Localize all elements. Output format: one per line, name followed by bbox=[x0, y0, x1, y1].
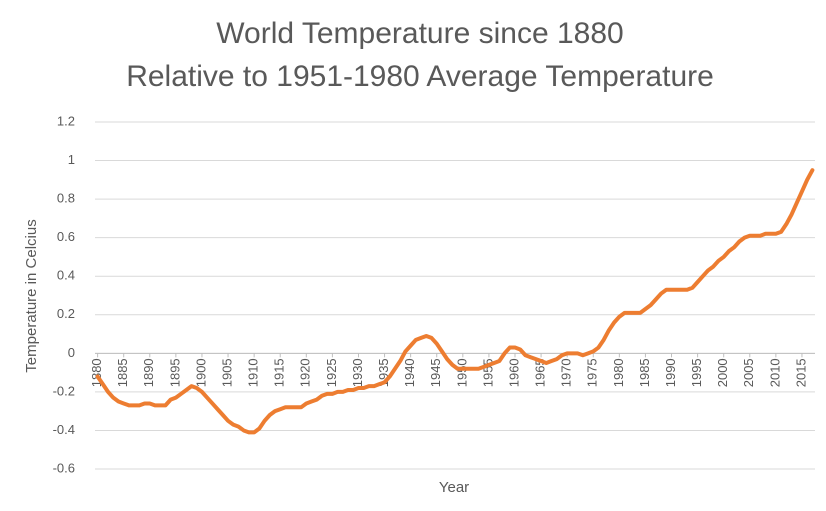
x-tick-label: 1920 bbox=[298, 358, 313, 387]
y-tick-label: 1.2 bbox=[57, 113, 75, 128]
y-tick-label: -0.4 bbox=[53, 422, 75, 437]
x-tick-label: 1895 bbox=[167, 358, 182, 387]
x-tick-label: 1910 bbox=[246, 358, 261, 387]
chart-subtitle: Relative to 1951-1980 Average Temperatur… bbox=[126, 60, 714, 93]
x-tick-label: 1950 bbox=[454, 358, 469, 387]
x-tick-label: 1890 bbox=[141, 358, 156, 387]
y-tick-label: 0.6 bbox=[57, 229, 75, 244]
data-line bbox=[95, 168, 815, 435]
x-tick-label: 1990 bbox=[663, 358, 678, 387]
x-tick-label: 1975 bbox=[585, 358, 600, 387]
y-tick-label: -0.6 bbox=[53, 460, 75, 475]
x-tick-label: 2015 bbox=[793, 358, 808, 387]
x-tick-label: 2010 bbox=[767, 358, 782, 387]
x-tick-label: 1995 bbox=[689, 358, 704, 387]
x-tick-label: 1930 bbox=[350, 358, 365, 387]
x-tick-label: 2000 bbox=[715, 358, 730, 387]
x-tick-label: 1960 bbox=[506, 358, 521, 387]
y-tick-label: 0 bbox=[68, 345, 75, 360]
y-tick-label: -0.2 bbox=[53, 383, 75, 398]
x-tick-label: 1945 bbox=[428, 358, 443, 387]
y-tick-label: 0.8 bbox=[57, 191, 75, 206]
y-tick-label: 0.4 bbox=[57, 268, 75, 283]
x-tick-label: 2005 bbox=[741, 358, 756, 387]
y-tick-label: 1 bbox=[68, 152, 75, 167]
x-tick-label: 1940 bbox=[402, 358, 417, 387]
x-tick-label: 1905 bbox=[219, 358, 234, 387]
x-axis-title: Year bbox=[439, 479, 469, 496]
y-axis-title: Temperature in Celcius bbox=[23, 219, 40, 372]
chart-title: World Temperature since 1880 bbox=[216, 17, 623, 50]
x-tick-label: 1900 bbox=[193, 358, 208, 387]
x-tick-label: 1985 bbox=[637, 358, 652, 387]
y-tick-label: 0.2 bbox=[57, 306, 75, 321]
x-tick-label: 1915 bbox=[272, 358, 287, 387]
x-tick-label: 1925 bbox=[324, 358, 339, 387]
x-tick-label: 1885 bbox=[115, 358, 130, 387]
x-tick-label: 1970 bbox=[559, 358, 574, 387]
x-tick-label: 1980 bbox=[611, 358, 626, 387]
x-tick-label: 1965 bbox=[533, 358, 548, 387]
